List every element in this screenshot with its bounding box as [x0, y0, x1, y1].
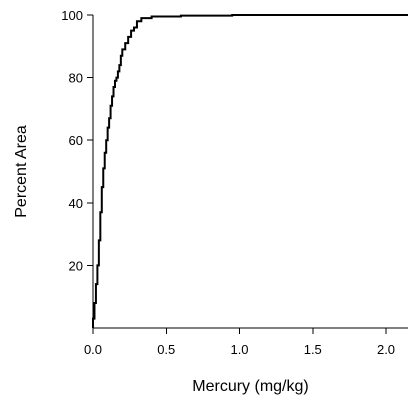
x-axis-title: Mercury (mg/kg) [192, 378, 308, 395]
y-axis-title: Percent Area [13, 125, 30, 218]
cumulative-distribution-line [92, 14, 408, 328]
y-tick-label: 80 [69, 71, 83, 86]
x-tick-label: 0.5 [157, 342, 175, 357]
x-tick-label: 2.0 [377, 342, 395, 357]
x-tick-label: 0.0 [84, 342, 102, 357]
y-tick-label: 20 [69, 258, 83, 273]
series-layer [92, 14, 408, 328]
axes [92, 15, 408, 329]
x-tick-label: 1.0 [230, 342, 248, 357]
y-tick-label: 100 [61, 8, 83, 23]
x-tick-label: 1.5 [304, 342, 322, 357]
y-tick-label: 40 [69, 196, 83, 211]
y-tick-label: 60 [69, 133, 83, 148]
x-axis-ticks: 0.0 0.5 1.0 1.5 2.0 [84, 328, 395, 357]
y-axis-ticks: 20 40 60 80 100 [61, 8, 93, 273]
